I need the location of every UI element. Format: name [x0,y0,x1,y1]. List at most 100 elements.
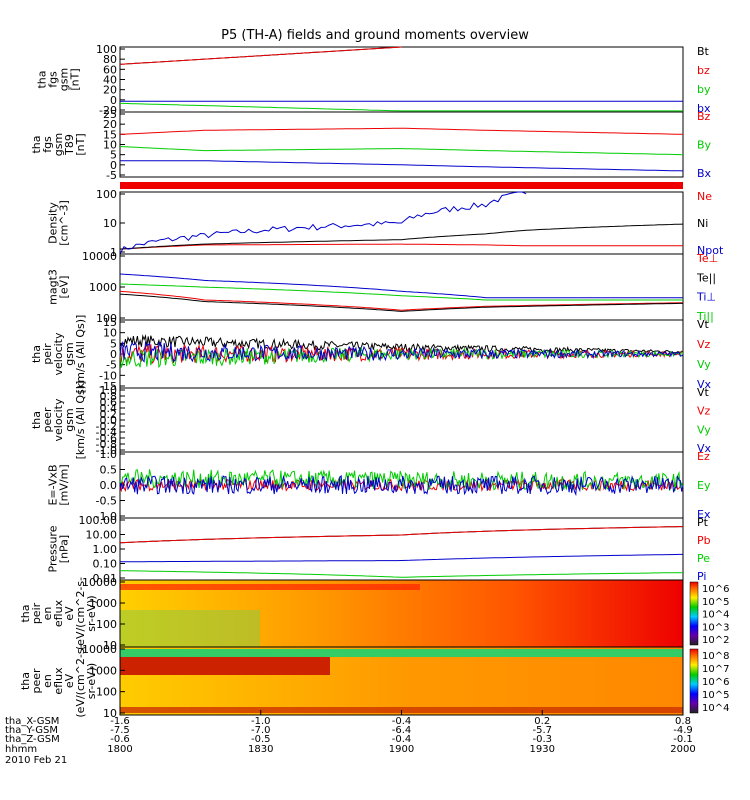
color-bar-label: 10^4 [702,703,729,714]
series-line-Npot [119,191,527,255]
y-tick-label: 1000 [89,664,117,677]
y-tick-label: 10.00 [86,529,118,542]
y-axis-label-line: eV [63,673,76,688]
color-bar-label: 10^8 [702,651,729,662]
y-axis-label-line: eflux [52,667,65,695]
legend-Ni: Ni [697,217,708,230]
y-tick-label: 1000 [89,597,117,610]
y-axis-label: E=-VxB[mV/m] [47,464,71,505]
y-tick-label: 10 [103,707,117,720]
y-tick-label: -5 [106,359,117,372]
legend-Vx: Vx [697,442,712,455]
y-tick-label: 0 [110,348,117,361]
legend-Ti||: Ti|| [696,310,714,323]
footer-row-value: -0.1 [673,734,693,745]
legend-Vz: Vz [697,338,711,351]
y-tick-label: 10000 [82,643,117,656]
y-tick-label: 10 [103,639,117,652]
panel-frame [119,111,684,178]
y-tick-label: 100 [96,43,117,56]
y-axis-label-line: Density [47,202,60,244]
spectrogram-top-band [120,649,683,657]
footer-row-value: -7.5 [110,725,130,736]
y-tick-label: 25 [103,108,117,121]
color-bar [689,581,699,646]
y-axis-label-line: [km/s (All Qs)] [74,315,87,394]
y-tick-label: -1.0 [96,444,117,457]
y-axis-label-line: fgs [41,136,54,153]
spectrogram-low-band [120,610,260,647]
y-tick-label: 100.00 [79,514,118,527]
footer-row-value: -6.4 [392,725,412,736]
y-tick-label: -1.0 [96,510,117,523]
color-bar-label: 10^7 [702,664,729,675]
y-tick-label: 5 [110,149,117,162]
y-axis-label: thapeirenefluxeV(eV/(cm^2-s-sr-eV)) [19,577,98,650]
legend-Vy: Vy [697,358,711,371]
y-axis-label-line: [cm^-3] [58,200,71,246]
y-axis-label-line: E=-VxB [47,464,60,505]
y-axis-label-line: gsm [52,133,65,156]
series-line-Vt [119,334,684,354]
panel-frame [119,517,684,581]
y-axis-label-line: peir [41,343,54,365]
legend-Vz: Vz [697,405,711,418]
y-tick-label: 10 [103,139,117,152]
footer-row-value: -7.0 [251,725,271,736]
y-axis-label-line: [eV] [58,276,71,299]
y-tick-label: 1.00 [93,543,118,556]
footer-row-label: hhmm [5,744,37,755]
legend-Npot: Npot [697,244,724,257]
y-axis-label-line: tha [19,604,32,622]
legend-Vt: Vt [697,386,710,399]
y-tick-label: 60 [103,63,117,76]
y-axis-label-line: peer [41,407,54,433]
y-tick-label: 10 [103,217,117,230]
y-axis-label-line: [nT] [74,133,87,155]
y-axis-label-line: [nT] [69,68,82,90]
y-tick-label: 10000 [82,250,117,263]
series-line-Ey [119,469,684,492]
legend-by: by [697,83,711,96]
y-tick-label: 100 [96,686,117,699]
footer-row-value: -0.5 [251,734,271,745]
color-bar-label: 10^3 [702,622,729,633]
series-line-Ti⊥ [119,273,683,299]
y-tick-label: 0.01 [93,572,118,585]
y-tick-label: -10 [99,369,117,382]
y-axis-label-line: (eV/(cm^2-s- [74,644,87,717]
y-tick-label: 0.5 [100,464,118,477]
footer-row-value: -0.4 [392,716,412,727]
footer-row-value: 1800 [107,744,132,755]
panel-frame [119,46,684,113]
y-tick-label: -0.5 [96,495,117,508]
y-axis-label: thapeirvelocitygsm[km/s (All Qs)] [30,315,87,394]
footer-row-value: -0.3 [532,734,552,745]
separator-bar [120,182,683,189]
footer-row-label: tha_Z-GSM [5,734,60,745]
y-tick-label: -15 [99,380,117,393]
legend-Bz: Bz [697,110,711,123]
legend-Vy: Vy [697,423,711,436]
y-axis-label-line: [km/s (All Qs)] [74,381,87,460]
legend-Pb: Pb [697,534,711,547]
footer-row-value: 0.8 [675,716,691,727]
y-tick-label: 20 [103,118,117,131]
y-tick-label: 0.4 [100,402,118,415]
color-bar-label: 10^5 [702,597,729,608]
legend-Ey: Ey [697,479,711,492]
y-tick-label: 10 [103,327,117,340]
y-tick-label: 1.0 [100,448,118,461]
y-tick-label: 1000 [89,281,117,294]
y-tick-label: 0.6 [100,396,118,409]
y-tick-label: 0.0 [100,479,118,492]
y-axis-label-line: gsm [63,342,76,365]
series-line-Te⊥ [119,290,684,311]
y-tick-label: 0 [110,94,117,107]
footer-row-value: 1900 [389,744,414,755]
y-axis-label-line: en [41,607,54,621]
figure-title: P5 (TH-A) fields and ground moments over… [221,28,529,43]
y-axis-label-line: velocity [52,398,65,441]
y-axis-label-line: tha [30,135,43,153]
